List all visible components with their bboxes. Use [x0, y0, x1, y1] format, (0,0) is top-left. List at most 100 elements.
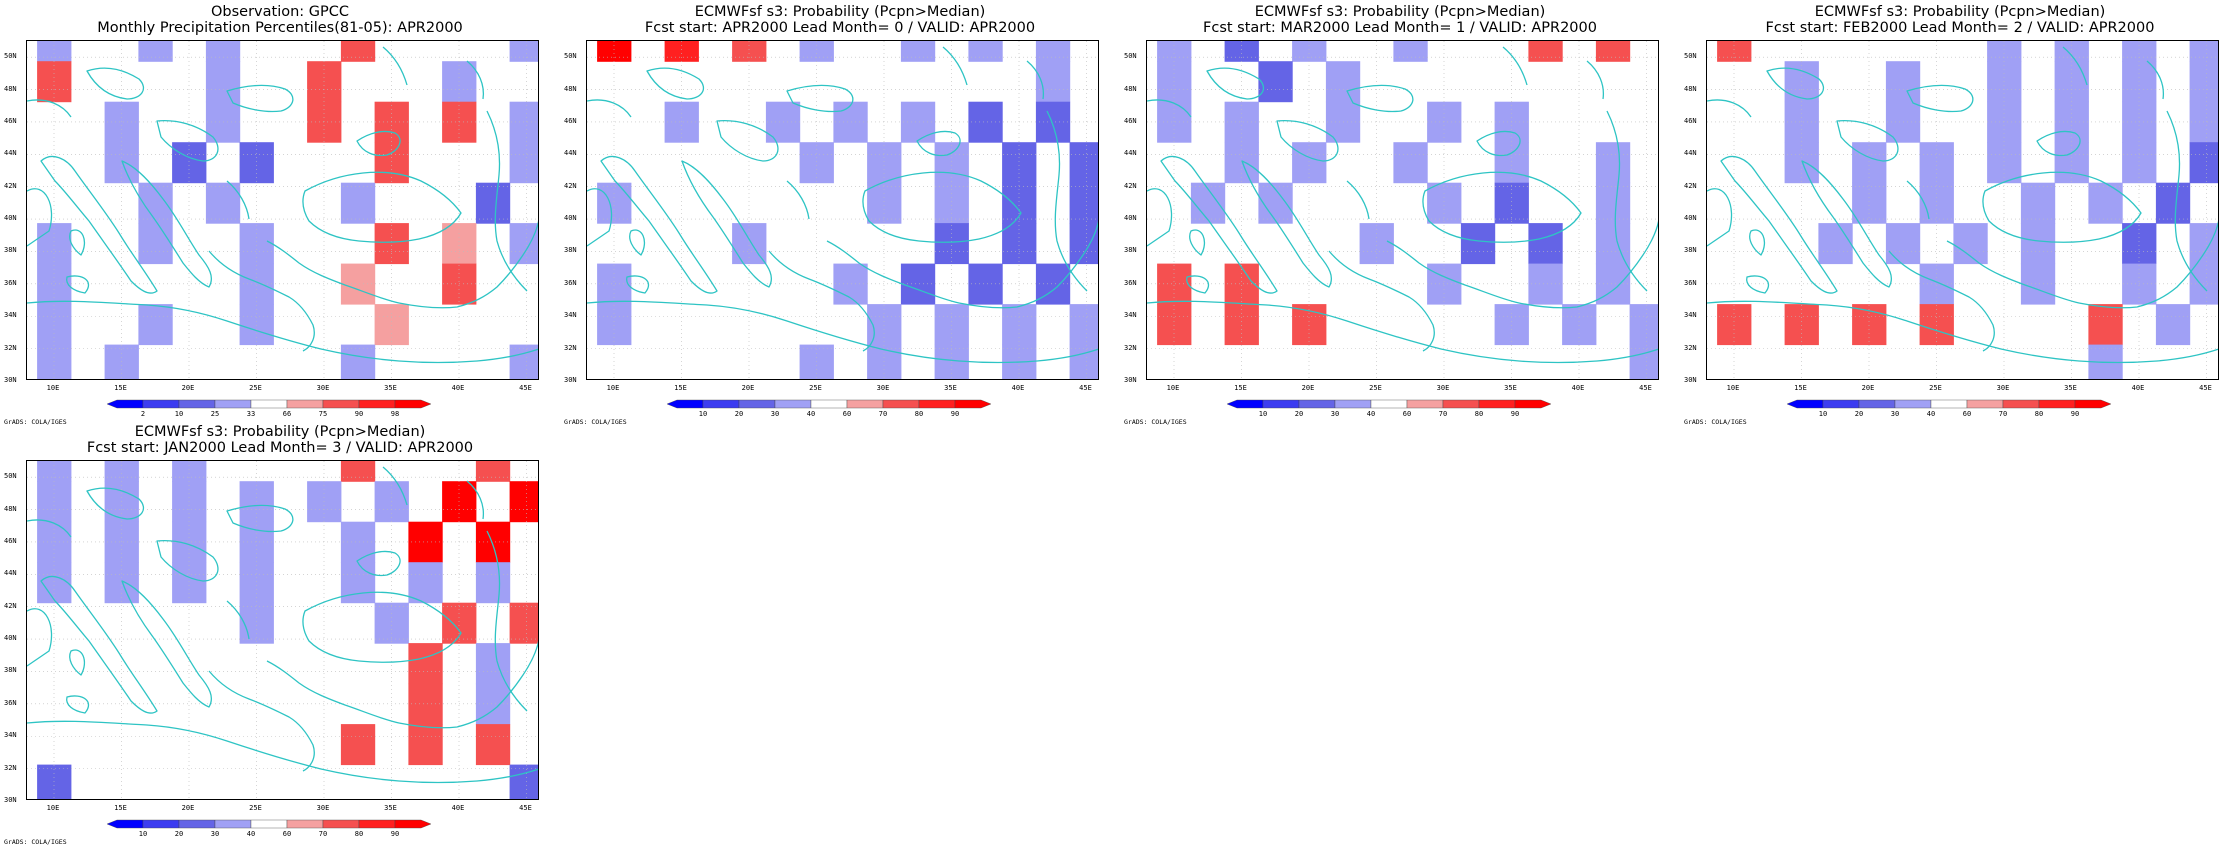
grid-cell	[1562, 304, 1597, 346]
grid-cell	[1885, 223, 1921, 265]
lat-tick-label: 38N	[1684, 246, 1697, 255]
colorbar-label: 20	[1854, 410, 1864, 418]
lon-tick-label: 45E	[519, 384, 532, 392]
grid-cell	[1157, 41, 1192, 62]
grid-cell	[1629, 304, 1658, 346]
colorbar-segment	[2074, 399, 2112, 409]
lon-tick-label: 15E	[1794, 384, 1807, 392]
grid-cell	[475, 562, 511, 604]
lon-tick-label: 35E	[384, 804, 397, 812]
panel-subtitle: Fcst start: FEB2000 Lead Month= 2 / VALI…	[1765, 20, 2155, 36]
panel-title: Observation: GPCC	[210, 4, 350, 20]
lat-tick-label: 34N	[564, 311, 577, 320]
grid-cell	[1157, 304, 1192, 346]
colorbar-segment	[1822, 399, 1860, 409]
grid-cell	[1919, 304, 1954, 346]
grid-cell	[1953, 223, 1988, 265]
grid-cell	[1258, 61, 1293, 103]
grid-cell	[1292, 41, 1327, 62]
grid-cell	[1393, 41, 1428, 62]
grid-cell	[2122, 41, 2157, 62]
lat-tick-label: 50N	[1684, 52, 1697, 61]
grid-cell	[1157, 101, 1192, 143]
colorbar-label: 10	[138, 830, 148, 838]
grid-cell	[1224, 41, 1259, 62]
colorbar-label: 33	[246, 410, 256, 418]
lon-tick-label: 10E	[46, 384, 60, 392]
lat-tick-label: 32N	[4, 343, 17, 352]
map-area	[26, 40, 539, 380]
colorbar-segment	[846, 399, 884, 409]
colorbar-label: 80	[354, 830, 364, 838]
lat-tick-label: 34N	[1684, 311, 1697, 320]
lon-tick-label: 15E	[114, 384, 127, 392]
grads-credit: GrADS: COLA/IGES	[4, 418, 67, 426]
lon-tick-label: 25E	[249, 804, 262, 812]
grid-cell	[307, 101, 342, 143]
colorbar-segment	[1930, 399, 1968, 409]
grid-cell	[1427, 101, 1462, 143]
colorbar-label: 30	[1890, 410, 1900, 418]
colorbar-segment	[738, 399, 776, 409]
colorbar-label: 90	[2070, 410, 2080, 418]
colorbar-segment	[702, 399, 740, 409]
colorbar-segment	[250, 399, 288, 409]
colorbar-label: 10	[1818, 410, 1828, 418]
grid-cell	[104, 101, 139, 143]
map-panel-lead2: ECMWFsf s3: Probability (Pcpn>Median) Fcs…	[1680, 0, 2240, 426]
lat-tick-label: 42N	[1684, 181, 1697, 190]
lat-tick-label: 36N	[4, 278, 17, 287]
lat-tick-label: 48N	[1124, 84, 1137, 93]
grads-credit: GrADS: COLA/IGES	[4, 838, 67, 846]
colorbar-segment	[666, 399, 704, 409]
grid-cell	[509, 481, 538, 523]
grid-cell	[475, 521, 511, 563]
colorbar-label: 70	[878, 410, 888, 418]
colorbar-segment	[1786, 399, 1824, 409]
lat-tick-label: 50N	[4, 472, 17, 481]
lon-tick-label: 15E	[114, 804, 127, 812]
grid-cell	[1069, 182, 1098, 224]
grid-cell	[408, 562, 443, 604]
grid-cell	[475, 643, 511, 685]
lon-tick-label: 40E	[1011, 384, 1025, 392]
colorbar-segment	[142, 819, 180, 829]
panel-subtitle: Fcst start: MAR2000 Lead Month= 1 / VALI…	[1203, 20, 1597, 36]
lat-tick-label: 46N	[4, 116, 17, 125]
lon-tick-label: 35E	[2064, 384, 2077, 392]
grid-cell	[340, 724, 376, 766]
grid-cell	[340, 182, 376, 224]
grid-cell	[172, 461, 207, 482]
grid-cell	[138, 304, 173, 346]
grid-cell	[1595, 142, 1631, 184]
grid-cell	[172, 521, 207, 563]
grid-cell	[104, 461, 139, 482]
grid-cell	[475, 182, 511, 224]
colorbar-segment	[1370, 399, 1408, 409]
lat-tick-label: 36N	[1124, 278, 1137, 287]
colorbar-segment	[178, 399, 216, 409]
grid-cell	[1069, 142, 1098, 184]
lon-tick-label: 20E	[1301, 384, 1315, 392]
grid-cell	[239, 521, 274, 563]
panel-title: ECMWFsf s3: Probability (Pcpn>Median)	[1814, 4, 2106, 20]
graticule	[27, 461, 538, 799]
map-panel-lead3: ECMWFsf s3: Probability (Pcpn>Median) Fcs…	[0, 420, 560, 846]
map-area	[1146, 40, 1659, 380]
colorbar-segment	[810, 399, 848, 409]
lon-tick-label: 20E	[741, 384, 755, 392]
lat-tick-label: 36N	[4, 698, 17, 707]
grid-cell	[1224, 304, 1259, 346]
colorbar-segment	[774, 399, 812, 409]
lon-tick-label: 45E	[1079, 384, 1092, 392]
grid-cell	[968, 41, 1003, 62]
grid-cell	[138, 41, 173, 62]
colorbar	[1786, 399, 2112, 409]
colorbar-label: 10	[174, 410, 184, 418]
colorbar-label: 80	[2034, 410, 2044, 418]
grid-cell	[1035, 41, 1071, 62]
grid-cell	[597, 304, 632, 346]
grid-cell	[1069, 304, 1098, 346]
grid-cell	[2054, 41, 2089, 62]
